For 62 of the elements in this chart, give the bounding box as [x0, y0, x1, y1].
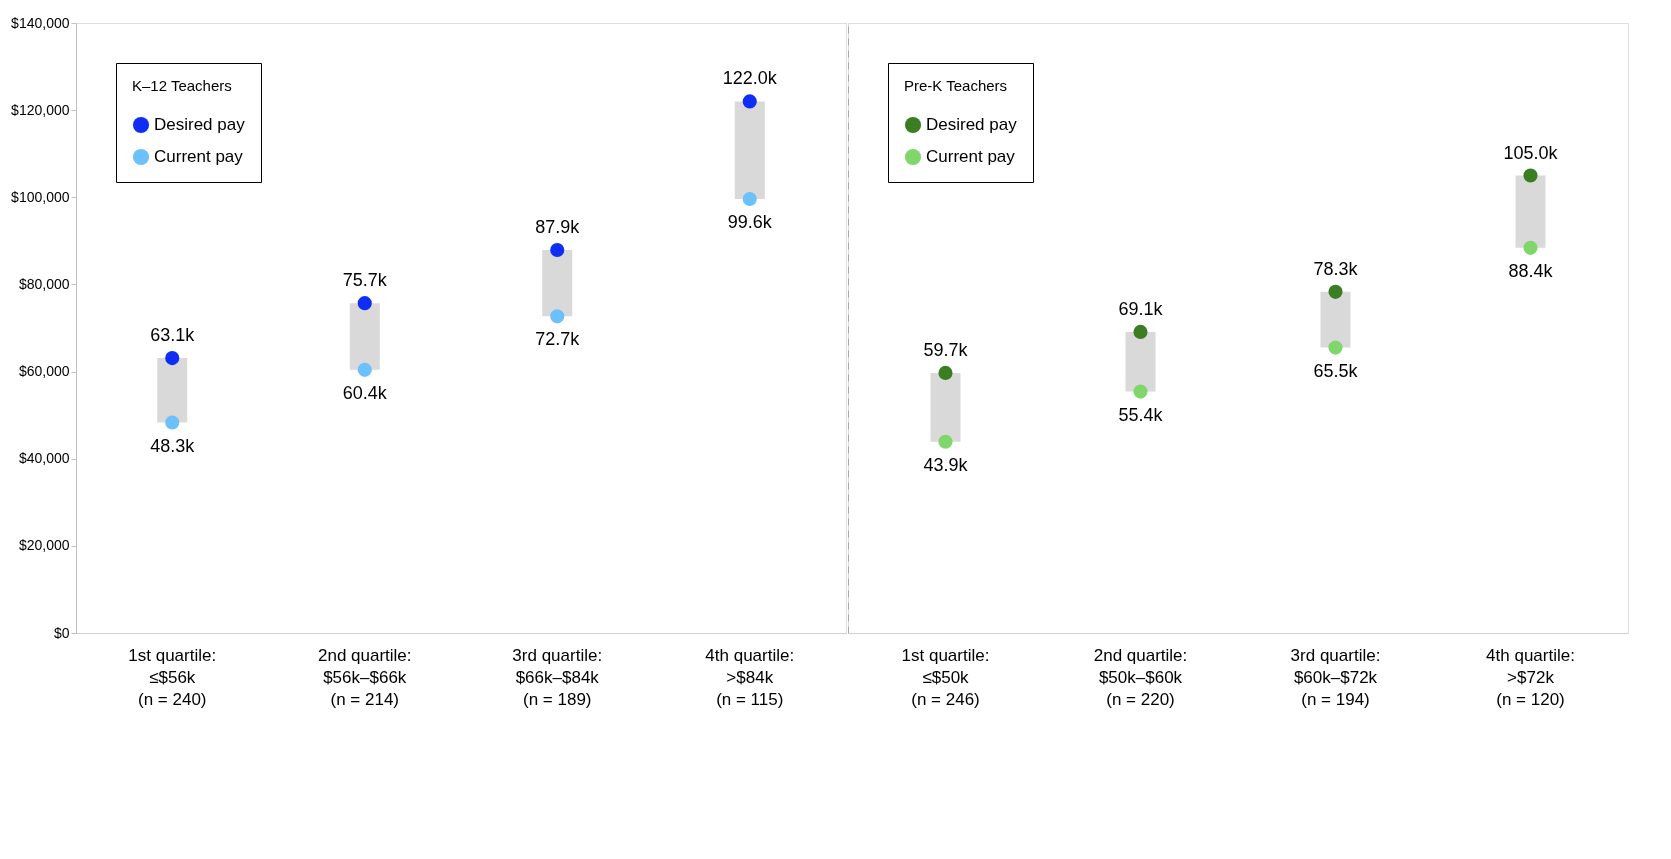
data-label: 65.5k — [1313, 360, 1359, 381]
bar — [1125, 331, 1156, 392]
data-label: 88.4k — [1508, 260, 1554, 281]
y-tick-label: $80,000 — [18, 275, 70, 292]
legend-title: Pre-K Teachers — [904, 77, 1008, 94]
bar — [349, 303, 380, 370]
x-tick-label: 3rd quartile: $66k–$84k (n = 189) — [512, 645, 603, 709]
y-tick-label: $20,000 — [18, 537, 70, 554]
y-tick-label: $60,000 — [18, 363, 70, 380]
point — [357, 296, 372, 311]
point — [742, 94, 757, 109]
data-label: 99.6k — [727, 212, 773, 233]
bar — [1515, 175, 1546, 248]
y-tick-label: $40,000 — [18, 450, 70, 467]
legend-label: Current pay — [926, 147, 1016, 166]
x-tick-label: 2nd quartile: $56k–$66k (n = 214) — [317, 645, 412, 709]
legend-label: Desired pay — [926, 115, 1018, 134]
y-tick-label: $140,000 — [11, 14, 70, 31]
x-tick-label: 4th quartile: >$84k (n = 115) — [705, 645, 795, 709]
data-label: 63.1k — [150, 325, 196, 346]
point — [165, 351, 180, 366]
point — [938, 434, 953, 449]
x-tick-label: 2nd quartile: $50k–$60k (n = 220) — [1093, 645, 1188, 709]
x-tick-label: 1st quartile: ≤$50k (n = 246) — [901, 645, 990, 709]
bar — [157, 358, 188, 423]
data-label: 87.9k — [535, 217, 581, 238]
point — [550, 309, 565, 324]
x-tick-label: 1st quartile: ≤$56k (n = 240) — [128, 645, 217, 709]
point — [1523, 168, 1538, 183]
data-label: 72.7k — [535, 329, 581, 350]
legend-label: Desired pay — [154, 115, 246, 134]
x-tick-label: 4th quartile: >$72k (n = 120) — [1486, 645, 1575, 709]
y-tick-label: $100,000 — [11, 188, 70, 205]
bar — [1320, 291, 1351, 348]
data-label: 60.4k — [342, 382, 388, 403]
legend-title: K–12 Teachers — [132, 77, 232, 94]
data-label: 78.3k — [1313, 258, 1359, 279]
data-label: 59.7k — [923, 339, 969, 360]
data-label: 122.0k — [722, 68, 778, 89]
data-label: 55.4k — [1118, 404, 1164, 425]
point — [742, 191, 757, 207]
bar — [930, 372, 961, 442]
data-label: 69.1k — [1118, 298, 1164, 319]
point — [550, 242, 565, 258]
point — [1133, 384, 1148, 399]
data-label: 105.0k — [1503, 142, 1559, 163]
y-tick-label: $120,000 — [11, 101, 70, 118]
bar — [734, 101, 765, 200]
point — [938, 365, 953, 380]
data-label: 43.9k — [923, 454, 969, 475]
data-label: 48.3k — [150, 435, 196, 456]
legend-label: Current pay — [154, 147, 244, 166]
point — [1133, 324, 1148, 339]
bar — [542, 250, 573, 317]
point — [1328, 284, 1343, 299]
point — [1328, 340, 1343, 355]
x-tick-label: 3rd quartile: $60k–$72k (n = 194) — [1290, 645, 1381, 709]
point — [165, 415, 180, 430]
data-label: 75.7k — [342, 270, 388, 291]
y-tick-label: $0 — [53, 624, 70, 641]
point — [1523, 240, 1538, 255]
point — [357, 362, 372, 377]
